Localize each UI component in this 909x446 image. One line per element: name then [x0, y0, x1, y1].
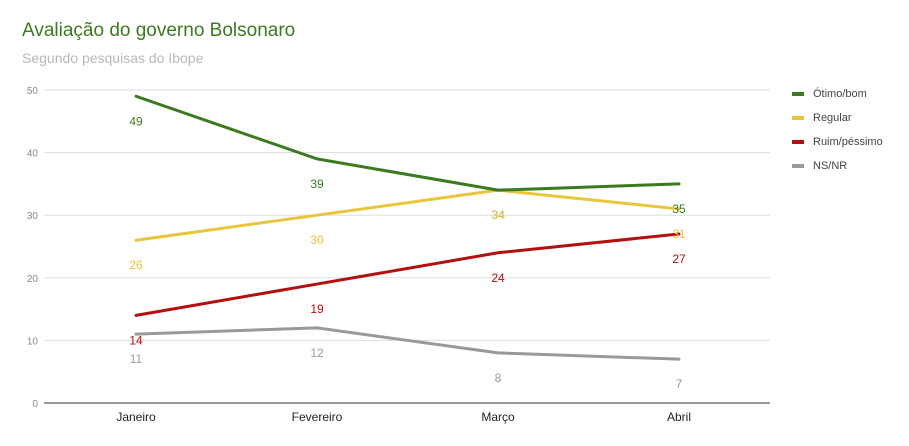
- data-label: 7: [676, 377, 683, 391]
- data-label: 31: [672, 227, 686, 241]
- data-label: 11: [130, 352, 143, 366]
- data-label: 35: [672, 202, 686, 216]
- chart-title: Avaliação do governo Bolsonaro: [22, 20, 296, 41]
- series-line-1: [134, 188, 681, 242]
- y-tick-label: 40: [27, 149, 39, 160]
- data-label: 39: [310, 177, 324, 191]
- legend-swatch: [792, 140, 804, 144]
- chart-subtitle: Segundo pesquisas do Ibope: [22, 50, 204, 66]
- series-line-3: [134, 326, 681, 361]
- legend-item: Regular: [792, 106, 883, 130]
- data-label: 24: [491, 271, 505, 285]
- series-line-0: [134, 94, 681, 192]
- data-label: 12: [310, 346, 324, 360]
- y-tick-label: 50: [27, 86, 39, 97]
- series-line-2: [134, 232, 681, 317]
- x-tick-label: Março: [481, 410, 515, 424]
- data-label: 34: [491, 208, 505, 222]
- legend-item: Ruim/péssimo: [792, 130, 883, 154]
- legend-label: Regular: [813, 112, 852, 124]
- data-label: 8: [495, 371, 502, 385]
- y-tick-label: 10: [27, 336, 39, 347]
- legend-swatch: [792, 92, 804, 96]
- legend-label: NS/NR: [813, 160, 848, 172]
- legend-swatch: [792, 116, 804, 120]
- x-tick-label: Abril: [667, 410, 691, 424]
- legend-item: NS/NR: [792, 154, 883, 178]
- data-label: 49: [129, 114, 143, 128]
- data-label: 34: [491, 208, 505, 222]
- y-tick-label: 0: [32, 399, 38, 410]
- legend-label: Ruim/péssimo: [813, 136, 883, 148]
- legend-swatch: [792, 164, 804, 168]
- x-tick-label: Fevereiro: [292, 410, 343, 424]
- data-label: 27: [672, 252, 686, 266]
- data-label: 26: [129, 258, 143, 272]
- legend-label: Ótimo/bom: [813, 88, 867, 100]
- y-tick-label: 20: [27, 274, 39, 285]
- legend: Ótimo/bom Regular Ruim/péssimo NS/NR: [792, 82, 883, 178]
- x-tick-label: Janeiro: [116, 410, 156, 424]
- y-tick-label: 30: [27, 211, 39, 222]
- data-label: 19: [310, 302, 324, 316]
- legend-item: Ótimo/bom: [792, 82, 883, 106]
- data-label: 30: [310, 233, 324, 247]
- data-label: 14: [129, 333, 143, 347]
